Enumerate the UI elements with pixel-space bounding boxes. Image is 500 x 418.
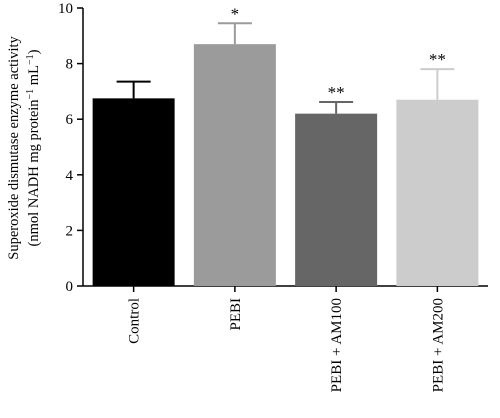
bars	[92, 44, 479, 287]
y-tick-label: 0	[66, 279, 74, 295]
y-tick-label: 10	[58, 1, 73, 17]
y-tick-label: 6	[66, 112, 74, 128]
y-ticks: 0 2 4 6 8 10	[58, 1, 83, 295]
significance-marker: **	[328, 83, 345, 102]
x-tick-label: PEBI + AM100	[329, 298, 345, 392]
category-labels: Control PEBI PEBI + AM100 PEBI + AM200	[127, 286, 446, 392]
y-axis-label: Superoxide dismutase enzyme activity (nm…	[6, 36, 42, 260]
x-tick-label: PEBI + AM200	[430, 298, 446, 392]
bar	[193, 44, 276, 286]
y-tick-label: 8	[66, 57, 74, 73]
y-axis-label-line1: Superoxide dismutase enzyme activity	[6, 36, 22, 260]
significance-markers: *****	[231, 4, 446, 102]
significance-marker: **	[429, 50, 446, 69]
bar	[295, 113, 378, 286]
x-tick-label: Control	[127, 298, 143, 344]
y-tick-label: 4	[66, 168, 74, 184]
error-bars	[116, 22, 455, 114]
significance-marker: *	[231, 4, 240, 23]
y-axis-label-line2: (nmol NADH mg protein−1 mL−1)	[25, 49, 43, 246]
y-tick-label: 2	[66, 223, 74, 239]
bar	[92, 98, 175, 286]
x-tick-label: PEBI	[228, 298, 244, 331]
bar	[396, 99, 479, 287]
